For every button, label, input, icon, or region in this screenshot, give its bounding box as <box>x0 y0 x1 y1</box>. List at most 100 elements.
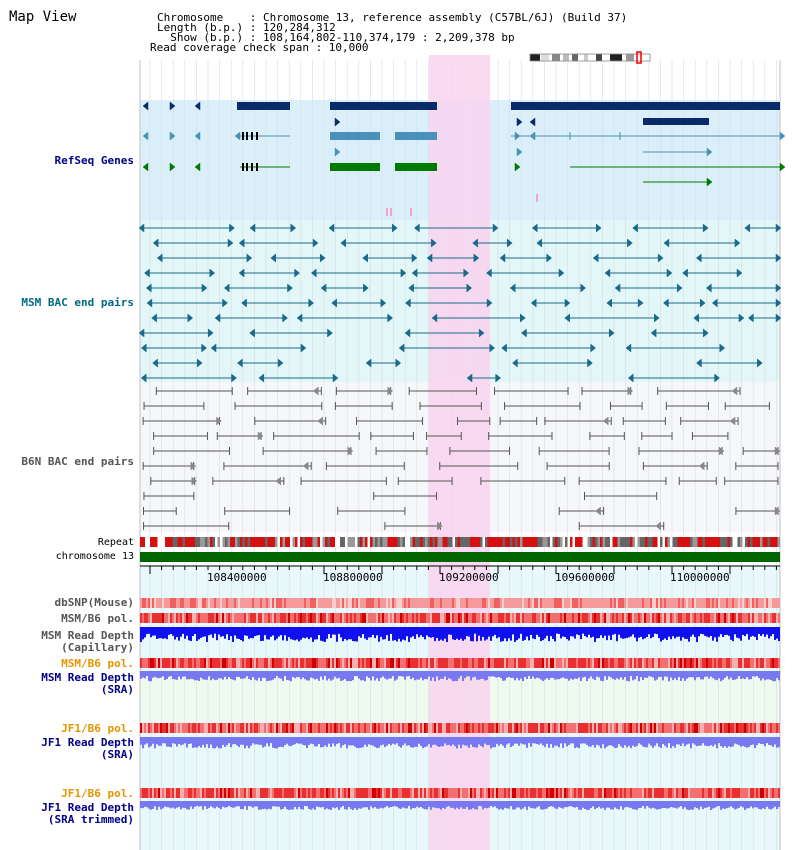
polymorphism-density <box>356 723 358 733</box>
repeat-element <box>622 537 625 547</box>
read-depth-bar <box>242 737 244 745</box>
polymorphism-density <box>750 788 752 798</box>
read-depth-bar <box>672 671 674 681</box>
repeat-element <box>185 537 188 547</box>
polymorphism-density <box>184 613 186 623</box>
read-depth-bar <box>260 737 262 745</box>
polymorphism-density <box>584 723 586 733</box>
read-depth-bar <box>314 737 316 747</box>
read-depth-bar <box>774 627 776 640</box>
track-label-msm-bac[interactable]: MSM BAC end pairs <box>21 296 134 309</box>
polymorphism-density <box>464 613 466 623</box>
bac-end-arrow <box>564 313 570 323</box>
polymorphism-density <box>146 598 148 608</box>
read-depth-bar <box>172 801 174 808</box>
track-label-jf1-b6-pol[interactable]: JF1/B6 pol. <box>61 722 134 735</box>
read-depth-bar <box>604 801 606 810</box>
polymorphism-density <box>570 788 572 798</box>
read-depth-bar <box>352 627 354 641</box>
polymorphism-density <box>280 788 282 798</box>
polymorphism-density <box>436 658 438 668</box>
polymorphism-density <box>532 613 534 623</box>
repeat-element <box>330 537 333 547</box>
polymorphism-density <box>620 598 622 608</box>
read-depth-bar <box>600 627 602 636</box>
polymorphism-density <box>308 788 310 798</box>
polymorphism-density <box>458 788 460 798</box>
polymorphism-density <box>226 613 228 623</box>
read-depth-bar <box>176 737 178 747</box>
track-label-jf1-depth-trim[interactable]: JF1 Read Depth <box>41 801 134 814</box>
read-depth-bar <box>410 627 412 638</box>
polymorphism-density <box>682 788 684 798</box>
polymorphism-density <box>672 613 674 623</box>
track-label-jf1-depth-sra[interactable]: JF1 Read Depth <box>41 736 134 749</box>
repeat-element <box>262 537 265 547</box>
polymorphism-density <box>146 613 148 623</box>
read-depth-bar <box>142 671 144 678</box>
polymorphism-density <box>264 658 266 668</box>
bac-end-arrow <box>216 416 222 426</box>
read-depth-bar <box>766 801 768 807</box>
polymorphism-density <box>494 788 496 798</box>
polymorphism-density <box>654 613 656 623</box>
polymorphism-density <box>510 723 512 733</box>
polymorphism-density <box>256 613 258 623</box>
track-label-msm-depth-cap[interactable]: MSM Read Depth <box>41 629 134 642</box>
polymorphism-density <box>498 658 500 668</box>
polymorphism-density <box>154 598 156 608</box>
repeat-element <box>527 537 530 547</box>
read-depth-bar <box>588 801 590 810</box>
read-depth-bar <box>586 801 588 810</box>
polymorphism-density <box>162 598 164 608</box>
read-depth-bar <box>740 671 742 680</box>
polymorphism-density <box>650 788 652 798</box>
polymorphism-density <box>212 788 214 798</box>
polymorphism-density <box>650 658 652 668</box>
read-depth-bar <box>740 627 742 641</box>
polymorphism-density <box>548 598 550 608</box>
bac-end-arrow <box>466 373 473 383</box>
read-depth-bar <box>256 627 258 636</box>
polymorphism-density <box>378 788 380 798</box>
polymorphism-density <box>240 613 242 623</box>
polymorphism-density <box>628 613 630 623</box>
feature-arrow <box>383 101 390 111</box>
track-label-b6n-bac[interactable]: B6N BAC end pairs <box>21 455 134 468</box>
polymorphism-density <box>250 658 252 668</box>
read-depth-bar <box>586 627 588 638</box>
track-label-jf1-b6-pol-trim[interactable]: JF1/B6 pol. <box>61 787 134 800</box>
read-depth-bar <box>208 627 210 636</box>
polymorphism-density <box>532 598 534 608</box>
repeat-element <box>652 537 655 547</box>
track-label-msm-depth-sra[interactable]: MSM Read Depth <box>41 671 134 684</box>
track-label-refseq[interactable]: RefSeq Genes <box>54 154 134 167</box>
polymorphism-density <box>170 598 172 608</box>
repeat-element <box>725 537 728 547</box>
read-depth-bar <box>516 801 518 808</box>
polymorphism-density <box>710 613 712 623</box>
track-label-msm-b6-pol-sra[interactable]: MSM/B6 pol. <box>61 657 134 670</box>
polymorphism-density <box>358 658 360 668</box>
polymorphism-density <box>504 598 506 608</box>
track-label-msm-b6-pol[interactable]: MSM/B6 pol. <box>61 612 134 625</box>
track-label-chromosome[interactable]: chromosome 13 <box>55 551 134 562</box>
polymorphism-density <box>528 613 530 623</box>
polymorphism-density <box>152 598 154 608</box>
track-label-dbsnp[interactable]: dbSNP(Mouse) <box>54 596 134 609</box>
polymorphism-density <box>144 658 146 668</box>
polymorphism-density <box>482 613 484 623</box>
read-depth-bar <box>296 801 298 810</box>
polymorphism-density <box>540 658 542 668</box>
read-depth-bar <box>268 671 270 681</box>
read-depth-bar <box>630 737 632 749</box>
read-depth-bar <box>332 801 334 808</box>
read-depth-bar <box>600 737 602 749</box>
read-depth-bar <box>518 627 520 639</box>
bac-end-arrow <box>331 298 337 308</box>
polymorphism-density <box>492 788 494 798</box>
read-depth-bar <box>200 627 202 638</box>
axis-tick-label: 110000000 <box>670 571 730 584</box>
track-label-repeat[interactable]: Repeat <box>97 537 134 548</box>
